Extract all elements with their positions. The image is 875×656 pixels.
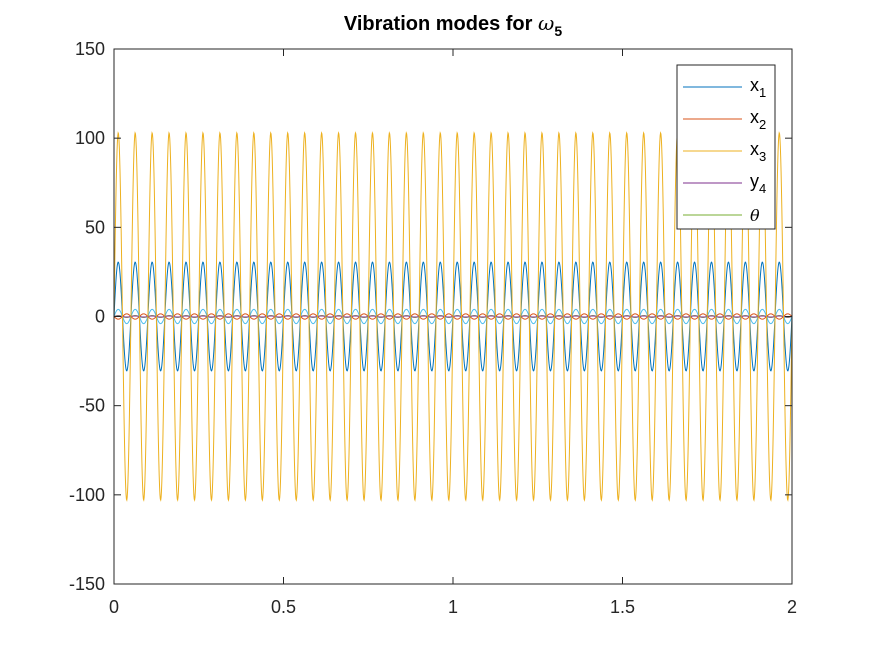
y-tick-label: 100: [75, 128, 105, 148]
y-tick-label: 0: [95, 307, 105, 327]
legend-label-subscript: 4: [759, 181, 766, 196]
legend-label: x3: [750, 139, 766, 164]
chart-title-subscript: 5: [554, 23, 562, 39]
legend-label: x1: [750, 75, 766, 100]
x-tick-label: 0: [109, 597, 119, 617]
legend-label: x2: [750, 107, 766, 132]
legend-label-subscript: 3: [759, 149, 766, 164]
legend-box: [676, 64, 776, 230]
tick-layer: 0 0.5 1 1.5 2 -150 -100 -50 0 50 100 150: [69, 39, 797, 617]
legend-label: y4: [750, 171, 766, 196]
chart-title: Vibration modes for ω5: [344, 11, 562, 39]
legend-label-subscript: 1: [759, 85, 766, 100]
legend-label-subscript: 2: [759, 117, 766, 132]
y-tick-label: -50: [79, 396, 105, 416]
legend-label-name: x: [750, 75, 759, 95]
x-tick-label: 1: [448, 597, 458, 617]
y-tick-label: 150: [75, 39, 105, 59]
chart-title-text: Vibration modes for: [344, 13, 538, 35]
x-tick-label: 2: [787, 597, 797, 617]
y-tick-label: -100: [69, 485, 105, 505]
legend-label-name: x: [750, 107, 759, 127]
legend-label-name: x: [750, 139, 759, 159]
legend-label: θ: [750, 206, 760, 225]
legend-label-name: y: [750, 171, 759, 191]
y-tick-label: 50: [85, 217, 105, 237]
y-tick-label: -150: [69, 574, 105, 594]
chart-title-symbol: ω: [538, 11, 554, 35]
x-tick-label: 1.5: [610, 597, 635, 617]
x-tick-label: 0.5: [271, 597, 296, 617]
